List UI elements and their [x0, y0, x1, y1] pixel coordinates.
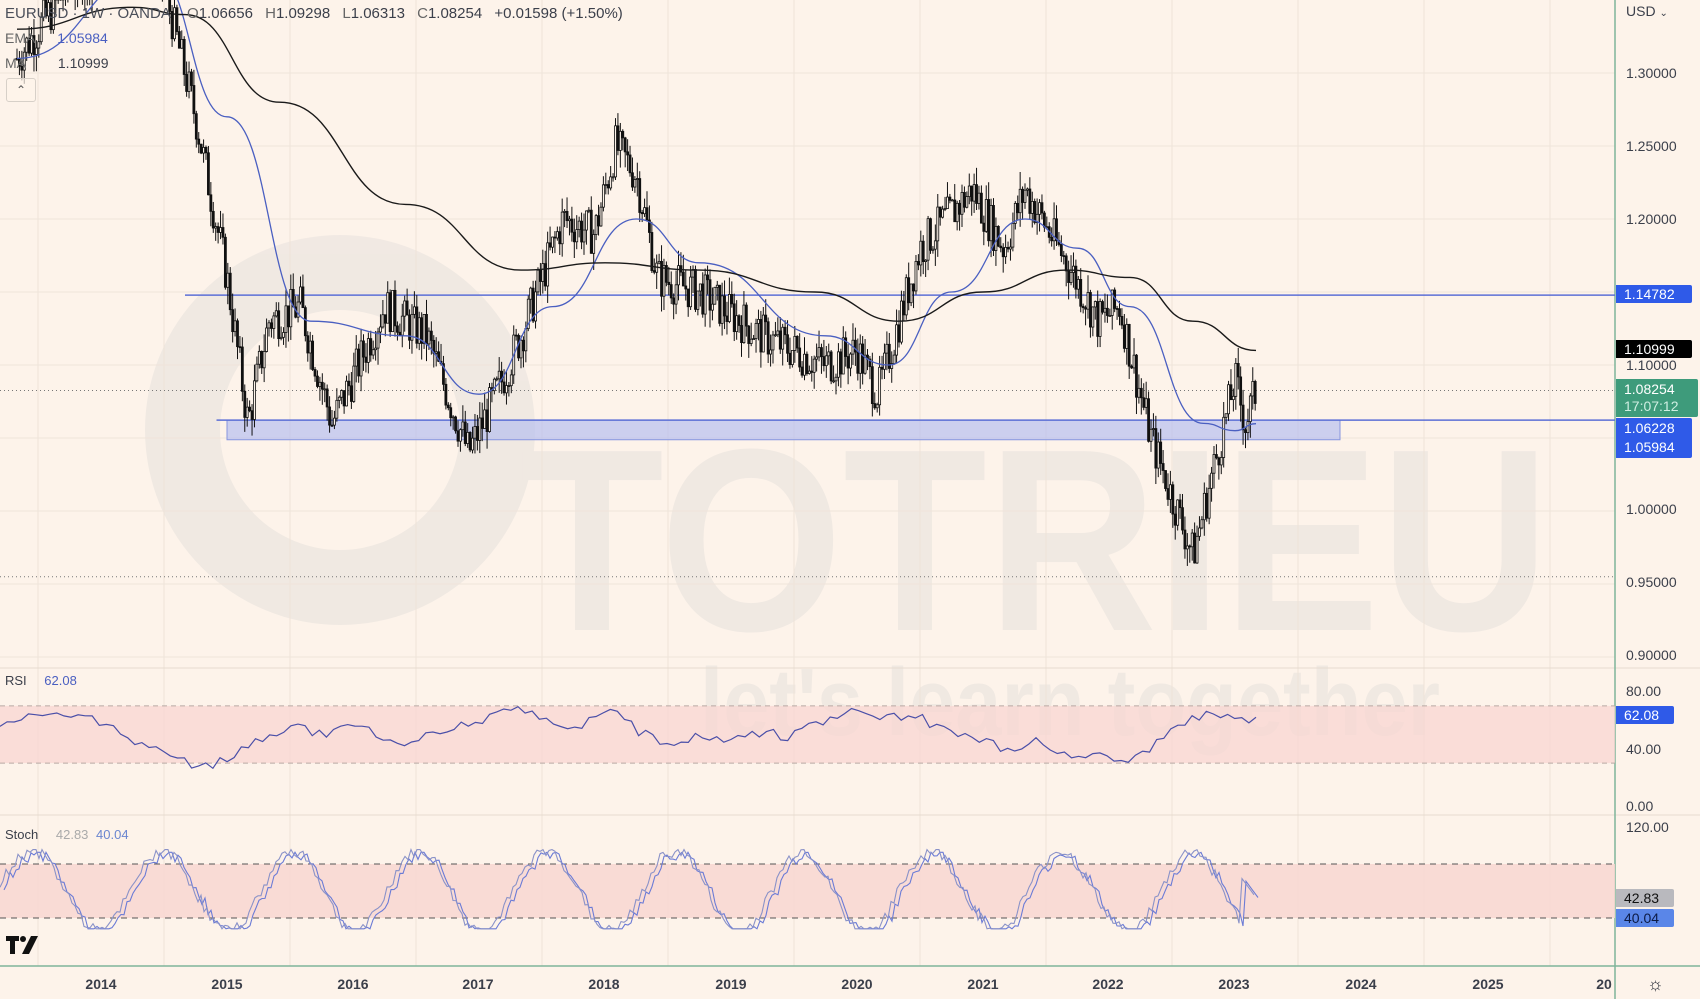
low-label: L: [342, 5, 351, 22]
rsi-tick: 80.00: [1626, 683, 1662, 699]
price-tick: 0.90000: [1626, 647, 1677, 663]
rsi-tick: 0.00: [1626, 798, 1654, 814]
symbol-legend[interactable]: EURUSD · 1W · OANDA O1.06656 H1.09298 L1…: [5, 5, 627, 22]
time-label: 2014: [85, 976, 117, 992]
high-label: H: [265, 5, 276, 22]
time-label: 2015: [211, 976, 243, 992]
ma-value: 1.10999: [57, 55, 109, 71]
last-price-value: 1.08254: [1624, 381, 1675, 397]
time-label: 2021: [967, 976, 999, 992]
currency-selector[interactable]: USD ⌄: [1626, 3, 1668, 19]
collapse-legend-button[interactable]: ⌃: [6, 78, 36, 102]
support-value: 1.06228: [1624, 420, 1675, 436]
chevron-up-icon: ⌃: [15, 83, 27, 97]
low-value: 1.06313: [350, 5, 405, 22]
rsi-line: [0, 705, 1257, 770]
price-tick: 1.30000: [1626, 65, 1677, 81]
ma-legend[interactable]: MA 1.10999: [5, 55, 113, 71]
open-value: 1.06656: [198, 5, 253, 22]
settings-gear-icon[interactable]: ☼: [1647, 974, 1664, 994]
close-label: C: [417, 5, 428, 22]
stoch-k-tag: 42.83: [1616, 889, 1674, 907]
time-label: 20: [1596, 976, 1612, 992]
price-tick: 1.20000: [1626, 211, 1677, 227]
price-tick: 1.10000: [1626, 357, 1677, 373]
last-price-tag: 1.08254 17:07:12: [1616, 379, 1698, 417]
svg-text:TOTRIEU: TOTRIEU: [520, 396, 1550, 686]
ema-axis-value: 1.05984: [1624, 439, 1675, 455]
stoch-tick: 120.00: [1626, 819, 1669, 835]
close-value: 1.08254: [427, 5, 483, 22]
ema-legend[interactable]: EMA 1.05984: [5, 30, 112, 46]
ema-line: [16, 0, 1257, 432]
stoch-k-line: [0, 847, 1255, 930]
high-value: 1.09298: [275, 5, 331, 22]
time-label: 2020: [841, 976, 873, 992]
bar-countdown: 17:07:12: [1624, 398, 1679, 414]
ma-price-tag: 1.10999: [1616, 340, 1692, 358]
candles: [15, 0, 1257, 566]
rsi-tick: 40.00: [1626, 741, 1662, 757]
rsi-label: RSI: [5, 673, 27, 688]
resistance-price-tag: 1.14782: [1616, 285, 1692, 303]
time-label: 2019: [715, 976, 747, 992]
stoch-d-tag: 40.04: [1616, 909, 1674, 927]
stoch-legend[interactable]: Stoch 42.83 40.04: [5, 827, 133, 842]
stoch-label: Stoch: [5, 827, 39, 842]
change-value: +0.01598 (+1.50%): [494, 5, 623, 22]
rsi-legend[interactable]: RSI 62.08: [5, 673, 81, 688]
open-label: O: [187, 5, 199, 22]
time-label: 2018: [588, 976, 620, 992]
stoch-k-value: 42.83: [55, 827, 89, 842]
time-label: 2024: [1345, 976, 1377, 992]
time-label: 2016: [337, 976, 369, 992]
rsi-value: 62.08: [44, 673, 77, 688]
symbol-title[interactable]: EURUSD · 1W · OANDA: [5, 5, 171, 22]
currency-label: USD: [1626, 3, 1656, 19]
chevron-down-icon: ⌄: [1659, 8, 1668, 19]
ma-label: MA: [5, 55, 26, 71]
price-tick: 0.95000: [1626, 574, 1677, 590]
tradingview-logo-icon[interactable]: [6, 936, 40, 959]
rsi-value-tag: 62.08: [1616, 706, 1674, 724]
time-label: 2025: [1472, 976, 1504, 992]
ma-line: [16, 6, 1257, 352]
price-tick: 1.00000: [1626, 501, 1677, 517]
time-label: 2022: [1092, 976, 1124, 992]
time-label: 2023: [1218, 976, 1250, 992]
price-tick: 1.25000: [1626, 138, 1677, 154]
ema-value: 1.05984: [57, 30, 108, 46]
ema-label: EMA: [5, 30, 36, 46]
time-label: 2017: [462, 976, 494, 992]
stoch-d-value: 40.04: [96, 827, 129, 842]
support-price-tag: 1.06228 1.05984: [1616, 418, 1692, 458]
